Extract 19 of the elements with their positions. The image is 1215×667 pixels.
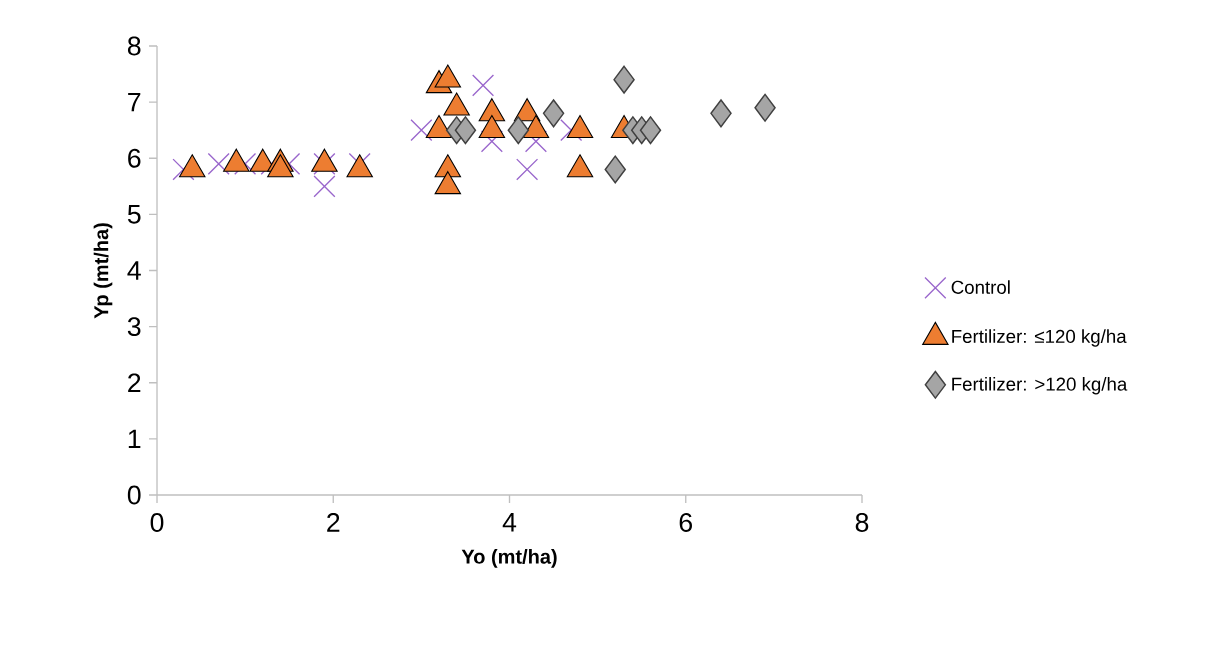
y-tick-label: 2	[128, 373, 141, 393]
y-tick-label: 3	[127, 317, 141, 337]
x-tick-label: 2	[327, 513, 340, 532]
y-tick-label: 6	[128, 148, 141, 168]
x-axis-title: Yo (mt/ha)	[461, 549, 557, 568]
y-tick-label: 4	[127, 261, 141, 280]
legend-label: Fertilizer: >120 kg/ha	[952, 377, 1128, 395]
y-tick-label: 7	[128, 92, 141, 112]
legend-label: Fertilizer: ≤120 kg/ha	[952, 329, 1127, 347]
x-tick-label: 0	[150, 513, 164, 532]
y-axis-title: Yp (mt/ha)	[93, 223, 113, 319]
x-tick-label: 6	[679, 513, 692, 532]
y-tick-label: 0	[127, 485, 141, 505]
y-tick-label: 8	[127, 36, 141, 56]
legend-label: Control	[951, 280, 1010, 294]
y-tick-label: 1	[128, 429, 141, 449]
x-tick-label: 8	[855, 513, 869, 532]
x-tick-label: 4	[502, 513, 517, 532]
y-tick-label: 5	[127, 205, 141, 224]
